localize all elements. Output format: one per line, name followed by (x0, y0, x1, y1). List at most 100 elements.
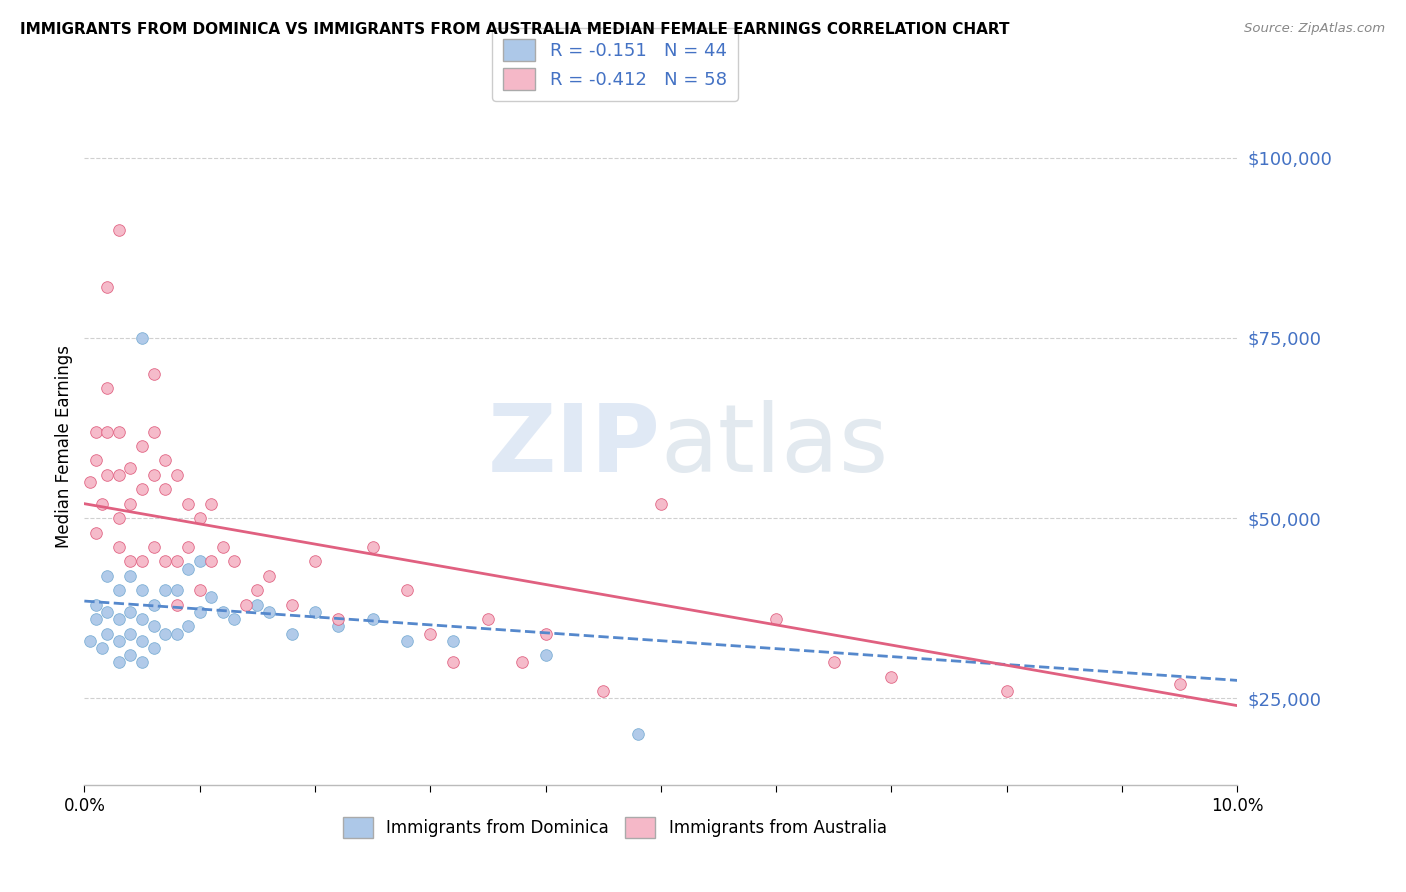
Point (224, 554, 246, 568)
Point (326, 612, 349, 626)
Point (188, 605, 211, 619)
Point (120, 648, 142, 662)
Point (765, 612, 787, 626)
Point (131, 439, 153, 453)
Point (84, 612, 107, 626)
Point (108, 656, 131, 670)
Point (96, 569, 118, 583)
Point (142, 467, 165, 482)
Point (84, 525, 107, 540)
Point (153, 453, 176, 467)
Point (120, 626, 142, 640)
Point (534, 648, 557, 662)
Point (823, 656, 845, 670)
Point (211, 605, 233, 619)
Point (361, 540, 384, 554)
Point (108, 222, 131, 236)
Point (326, 619, 349, 633)
Point (995, 684, 1018, 698)
Point (627, 727, 650, 741)
Point (166, 598, 188, 612)
Point (120, 460, 142, 475)
Point (142, 640, 165, 655)
Point (120, 605, 142, 619)
Point (131, 656, 153, 670)
Point (96, 280, 118, 294)
Point (142, 598, 165, 612)
Point (131, 583, 153, 598)
Point (592, 684, 614, 698)
Point (166, 467, 188, 482)
Point (177, 540, 200, 554)
Point (90, 497, 112, 511)
Point (211, 540, 233, 554)
Text: IMMIGRANTS FROM DOMINICA VS IMMIGRANTS FROM AUSTRALIA MEDIAN FEMALE EARNINGS COR: IMMIGRANTS FROM DOMINICA VS IMMIGRANTS F… (20, 22, 1010, 37)
Point (84, 453, 107, 467)
Point (96, 467, 118, 482)
Point (235, 598, 257, 612)
Point (153, 583, 176, 598)
Point (534, 626, 557, 640)
Point (166, 554, 188, 568)
Point (257, 569, 280, 583)
Point (177, 619, 200, 633)
Point (142, 425, 165, 439)
Legend: Immigrants from Dominica, Immigrants from Australia: Immigrants from Dominica, Immigrants fro… (336, 811, 893, 845)
Point (281, 598, 304, 612)
Point (1168, 677, 1191, 691)
Point (224, 612, 246, 626)
Point (142, 540, 165, 554)
Point (153, 626, 176, 640)
Point (142, 619, 165, 633)
Point (120, 569, 142, 583)
Point (120, 497, 142, 511)
Point (304, 554, 326, 568)
Text: ZIP: ZIP (488, 400, 661, 492)
Point (650, 497, 672, 511)
Point (281, 626, 304, 640)
Point (880, 670, 903, 684)
Point (153, 483, 176, 497)
Point (108, 612, 131, 626)
Point (177, 497, 200, 511)
Point (166, 583, 188, 598)
Point (142, 367, 165, 381)
Point (131, 633, 153, 648)
Point (108, 511, 131, 525)
Point (188, 554, 211, 568)
Point (257, 605, 280, 619)
Point (84, 425, 107, 439)
Point (166, 626, 188, 640)
Point (120, 554, 142, 568)
Point (108, 583, 131, 598)
Point (188, 511, 211, 525)
Point (96, 381, 118, 395)
Point (200, 591, 222, 605)
Point (512, 656, 534, 670)
Point (108, 467, 131, 482)
Point (108, 633, 131, 648)
Point (396, 633, 419, 648)
Point (131, 554, 153, 568)
Point (304, 605, 326, 619)
Point (131, 331, 153, 345)
Point (361, 612, 384, 626)
Point (131, 612, 153, 626)
Point (96, 626, 118, 640)
Y-axis label: Median Female Earnings: Median Female Earnings (55, 344, 73, 548)
Point (188, 583, 211, 598)
Point (79, 633, 101, 648)
Point (108, 425, 131, 439)
Point (131, 483, 153, 497)
Point (200, 554, 222, 568)
Point (441, 656, 464, 670)
Point (90, 640, 112, 655)
Point (477, 612, 499, 626)
Text: Source: ZipAtlas.com: Source: ZipAtlas.com (1244, 22, 1385, 36)
Point (246, 583, 269, 598)
Point (84, 598, 107, 612)
Point (396, 583, 419, 598)
Point (108, 540, 131, 554)
Text: atlas: atlas (661, 400, 889, 492)
Point (96, 425, 118, 439)
